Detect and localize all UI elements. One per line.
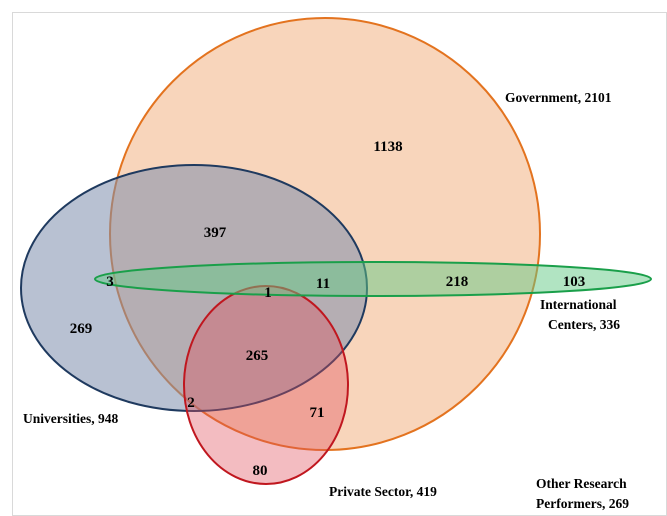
region-government-private: 71 — [310, 405, 325, 421]
other-research-performers-label-line2: Performers, 269 — [536, 496, 629, 511]
international-centers-label-line1: International — [540, 297, 617, 312]
region-universities-international: 3 — [106, 274, 114, 290]
region-universities-private: 2 — [187, 395, 195, 411]
region-international-only: 103 — [563, 274, 586, 290]
universities-label: Universities, 948 — [23, 411, 118, 426]
region-government-only: 1138 — [373, 139, 402, 155]
region-universities-only: 269 — [70, 321, 93, 337]
government-label: Government, 2101 — [505, 90, 612, 105]
region-government-international: 218 — [446, 274, 469, 290]
other-research-performers-label-line1: Other Research — [536, 476, 627, 491]
international-centers-label-line2: Centers, 336 — [548, 317, 620, 332]
private-sector-label: Private Sector, 419 — [329, 484, 437, 499]
region-government-universities-international: 11 — [316, 276, 330, 292]
private-sector-ellipse — [183, 285, 349, 485]
region-private-only: 80 — [253, 463, 268, 479]
region-government-universities: 397 — [204, 225, 227, 241]
region-government-universities-private: 265 — [246, 348, 269, 364]
region-all-four: 1 — [264, 285, 272, 301]
international-centers-ellipse — [94, 261, 652, 297]
